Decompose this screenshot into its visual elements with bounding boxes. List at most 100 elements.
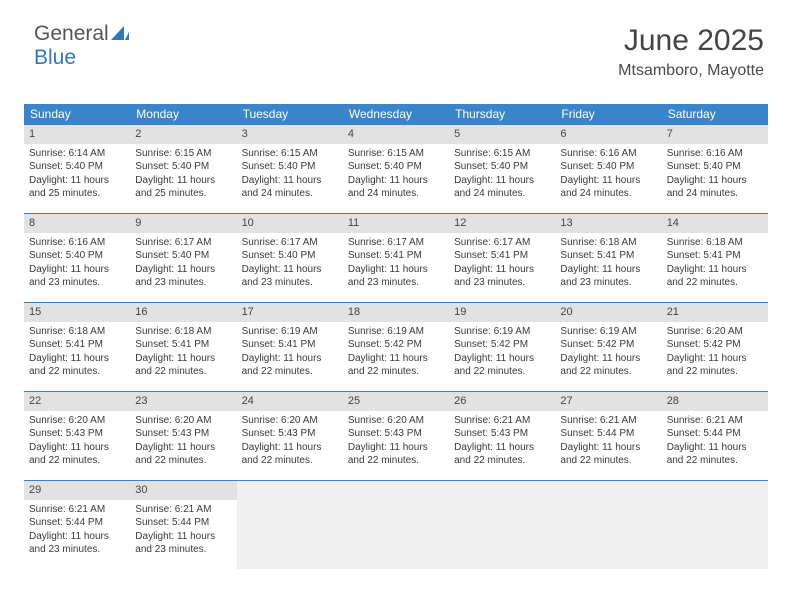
sunset-text: Sunset: 5:44 PM bbox=[135, 516, 231, 530]
calendar-empty-cell bbox=[237, 481, 343, 569]
sunrise-text: Sunrise: 6:15 AM bbox=[242, 147, 338, 161]
sunset-text: Sunset: 5:43 PM bbox=[29, 427, 125, 441]
day-number: 17 bbox=[237, 303, 343, 322]
sunset-text: Sunset: 5:41 PM bbox=[348, 249, 444, 263]
day-number: 14 bbox=[662, 214, 768, 233]
calendar-header-cell: Sunday bbox=[24, 104, 130, 125]
calendar-empty-cell bbox=[555, 481, 661, 569]
calendar-empty-cell bbox=[343, 481, 449, 569]
sunrise-text: Sunrise: 6:19 AM bbox=[242, 325, 338, 339]
daylight-text: Daylight: 11 hours and 24 minutes. bbox=[454, 174, 550, 201]
logo-text-1: General bbox=[34, 22, 109, 45]
sunset-text: Sunset: 5:40 PM bbox=[560, 160, 656, 174]
day-body: Sunrise: 6:18 AMSunset: 5:41 PMDaylight:… bbox=[555, 233, 661, 296]
sunrise-text: Sunrise: 6:21 AM bbox=[560, 414, 656, 428]
logo-text-2: Blue bbox=[34, 46, 76, 69]
sunrise-text: Sunrise: 6:15 AM bbox=[135, 147, 231, 161]
day-number: 6 bbox=[555, 125, 661, 144]
calendar-day-cell: 6Sunrise: 6:16 AMSunset: 5:40 PMDaylight… bbox=[555, 125, 661, 213]
calendar-week-row: 1Sunrise: 6:14 AMSunset: 5:40 PMDaylight… bbox=[24, 125, 768, 213]
calendar: SundayMondayTuesdayWednesdayThursdayFrid… bbox=[24, 104, 768, 569]
sunrise-text: Sunrise: 6:20 AM bbox=[348, 414, 444, 428]
day-body: Sunrise: 6:19 AMSunset: 5:41 PMDaylight:… bbox=[237, 322, 343, 385]
day-number: 24 bbox=[237, 392, 343, 411]
daylight-text: Daylight: 11 hours and 23 minutes. bbox=[348, 263, 444, 290]
day-number: 10 bbox=[237, 214, 343, 233]
sunset-text: Sunset: 5:42 PM bbox=[348, 338, 444, 352]
sunset-text: Sunset: 5:42 PM bbox=[560, 338, 656, 352]
day-body: Sunrise: 6:17 AMSunset: 5:41 PMDaylight:… bbox=[449, 233, 555, 296]
day-body: Sunrise: 6:21 AMSunset: 5:44 PMDaylight:… bbox=[555, 411, 661, 474]
calendar-week-row: 8Sunrise: 6:16 AMSunset: 5:40 PMDaylight… bbox=[24, 213, 768, 302]
day-body: Sunrise: 6:19 AMSunset: 5:42 PMDaylight:… bbox=[449, 322, 555, 385]
sunset-text: Sunset: 5:44 PM bbox=[29, 516, 125, 530]
calendar-day-cell: 22Sunrise: 6:20 AMSunset: 5:43 PMDayligh… bbox=[24, 392, 130, 480]
daylight-text: Daylight: 11 hours and 23 minutes. bbox=[454, 263, 550, 290]
day-body: Sunrise: 6:20 AMSunset: 5:43 PMDaylight:… bbox=[24, 411, 130, 474]
sunrise-text: Sunrise: 6:17 AM bbox=[242, 236, 338, 250]
calendar-day-cell: 13Sunrise: 6:18 AMSunset: 5:41 PMDayligh… bbox=[555, 214, 661, 302]
sunrise-text: Sunrise: 6:15 AM bbox=[454, 147, 550, 161]
calendar-day-cell: 25Sunrise: 6:20 AMSunset: 5:43 PMDayligh… bbox=[343, 392, 449, 480]
calendar-week-row: 29Sunrise: 6:21 AMSunset: 5:44 PMDayligh… bbox=[24, 480, 768, 569]
day-body: Sunrise: 6:20 AMSunset: 5:43 PMDaylight:… bbox=[237, 411, 343, 474]
sunset-text: Sunset: 5:40 PM bbox=[454, 160, 550, 174]
sunset-text: Sunset: 5:41 PM bbox=[242, 338, 338, 352]
sunset-text: Sunset: 5:44 PM bbox=[560, 427, 656, 441]
daylight-text: Daylight: 11 hours and 22 minutes. bbox=[348, 352, 444, 379]
calendar-day-cell: 12Sunrise: 6:17 AMSunset: 5:41 PMDayligh… bbox=[449, 214, 555, 302]
calendar-day-cell: 10Sunrise: 6:17 AMSunset: 5:40 PMDayligh… bbox=[237, 214, 343, 302]
day-body: Sunrise: 6:18 AMSunset: 5:41 PMDaylight:… bbox=[662, 233, 768, 296]
daylight-text: Daylight: 11 hours and 24 minutes. bbox=[348, 174, 444, 201]
calendar-empty-cell bbox=[662, 481, 768, 569]
daylight-text: Daylight: 11 hours and 23 minutes. bbox=[135, 530, 231, 557]
day-number: 29 bbox=[24, 481, 130, 500]
calendar-header-cell: Wednesday bbox=[343, 104, 449, 125]
daylight-text: Daylight: 11 hours and 24 minutes. bbox=[560, 174, 656, 201]
calendar-day-cell: 14Sunrise: 6:18 AMSunset: 5:41 PMDayligh… bbox=[662, 214, 768, 302]
calendar-header-row: SundayMondayTuesdayWednesdayThursdayFrid… bbox=[24, 104, 768, 125]
day-number: 16 bbox=[130, 303, 236, 322]
sunset-text: Sunset: 5:40 PM bbox=[29, 160, 125, 174]
sunrise-text: Sunrise: 6:17 AM bbox=[454, 236, 550, 250]
daylight-text: Daylight: 11 hours and 23 minutes. bbox=[135, 263, 231, 290]
daylight-text: Daylight: 11 hours and 22 minutes. bbox=[667, 441, 763, 468]
day-body: Sunrise: 6:18 AMSunset: 5:41 PMDaylight:… bbox=[24, 322, 130, 385]
day-body: Sunrise: 6:21 AMSunset: 5:44 PMDaylight:… bbox=[24, 500, 130, 563]
sunset-text: Sunset: 5:41 PM bbox=[454, 249, 550, 263]
calendar-day-cell: 3Sunrise: 6:15 AMSunset: 5:40 PMDaylight… bbox=[237, 125, 343, 213]
day-body: Sunrise: 6:18 AMSunset: 5:41 PMDaylight:… bbox=[130, 322, 236, 385]
day-body: Sunrise: 6:17 AMSunset: 5:40 PMDaylight:… bbox=[237, 233, 343, 296]
sunrise-text: Sunrise: 6:18 AM bbox=[29, 325, 125, 339]
logo: General Blue bbox=[34, 22, 129, 70]
day-number: 22 bbox=[24, 392, 130, 411]
calendar-day-cell: 19Sunrise: 6:19 AMSunset: 5:42 PMDayligh… bbox=[449, 303, 555, 391]
daylight-text: Daylight: 11 hours and 22 minutes. bbox=[29, 441, 125, 468]
calendar-day-cell: 26Sunrise: 6:21 AMSunset: 5:43 PMDayligh… bbox=[449, 392, 555, 480]
calendar-week-row: 15Sunrise: 6:18 AMSunset: 5:41 PMDayligh… bbox=[24, 302, 768, 391]
calendar-day-cell: 18Sunrise: 6:19 AMSunset: 5:42 PMDayligh… bbox=[343, 303, 449, 391]
day-number: 8 bbox=[24, 214, 130, 233]
sunset-text: Sunset: 5:41 PM bbox=[667, 249, 763, 263]
sunset-text: Sunset: 5:40 PM bbox=[135, 160, 231, 174]
day-body: Sunrise: 6:15 AMSunset: 5:40 PMDaylight:… bbox=[130, 144, 236, 207]
day-body: Sunrise: 6:15 AMSunset: 5:40 PMDaylight:… bbox=[343, 144, 449, 207]
sunrise-text: Sunrise: 6:19 AM bbox=[560, 325, 656, 339]
sunset-text: Sunset: 5:41 PM bbox=[29, 338, 125, 352]
calendar-day-cell: 1Sunrise: 6:14 AMSunset: 5:40 PMDaylight… bbox=[24, 125, 130, 213]
day-body: Sunrise: 6:16 AMSunset: 5:40 PMDaylight:… bbox=[662, 144, 768, 207]
sunrise-text: Sunrise: 6:21 AM bbox=[667, 414, 763, 428]
calendar-week-row: 22Sunrise: 6:20 AMSunset: 5:43 PMDayligh… bbox=[24, 391, 768, 480]
sunrise-text: Sunrise: 6:19 AM bbox=[454, 325, 550, 339]
calendar-day-cell: 23Sunrise: 6:20 AMSunset: 5:43 PMDayligh… bbox=[130, 392, 236, 480]
daylight-text: Daylight: 11 hours and 22 minutes. bbox=[29, 352, 125, 379]
sunrise-text: Sunrise: 6:15 AM bbox=[348, 147, 444, 161]
sunrise-text: Sunrise: 6:20 AM bbox=[29, 414, 125, 428]
day-number: 1 bbox=[24, 125, 130, 144]
day-body: Sunrise: 6:15 AMSunset: 5:40 PMDaylight:… bbox=[449, 144, 555, 207]
sunrise-text: Sunrise: 6:16 AM bbox=[667, 147, 763, 161]
sunset-text: Sunset: 5:40 PM bbox=[135, 249, 231, 263]
location-label: Mtsamboro, Mayotte bbox=[618, 62, 764, 80]
sunset-text: Sunset: 5:44 PM bbox=[667, 427, 763, 441]
calendar-day-cell: 28Sunrise: 6:21 AMSunset: 5:44 PMDayligh… bbox=[662, 392, 768, 480]
